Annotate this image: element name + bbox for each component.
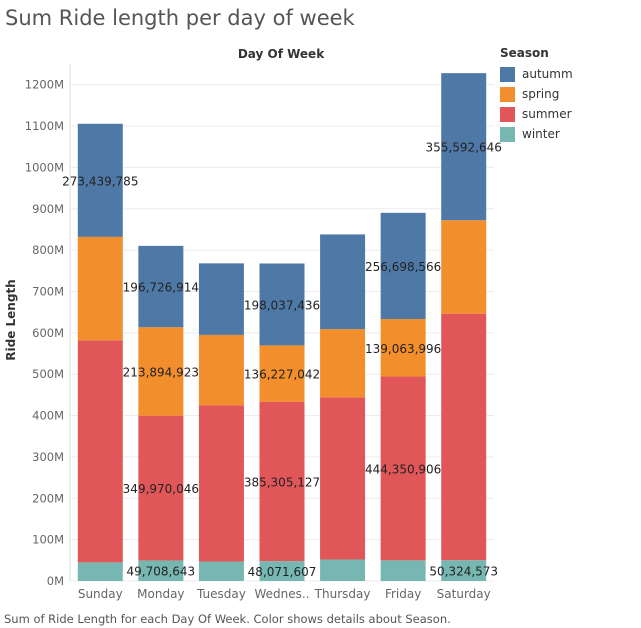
bar-autumm-wednesday[interactable] [259, 263, 305, 346]
bar-autumm-thursday[interactable] [320, 234, 366, 330]
bar-spring-saturday[interactable] [441, 220, 487, 314]
bars [77, 73, 487, 581]
bar-spring-thursday[interactable] [320, 329, 366, 398]
y-tick-label: 600M [32, 326, 64, 340]
x-tick-label: Monday [137, 587, 184, 601]
x-tick-label: Thursday [314, 587, 371, 601]
legend-swatch-spring [500, 86, 515, 102]
data-label: 256,698,566 [365, 260, 441, 274]
y-tick-label: 200M [32, 491, 64, 505]
legend-item-spring[interactable]: spring [500, 84, 573, 104]
bar-summer-saturday[interactable] [441, 313, 487, 561]
legend-swatch-winter [500, 126, 515, 142]
bar-summer-monday[interactable] [138, 415, 184, 561]
bar-spring-monday[interactable] [138, 327, 184, 416]
legend-label-autumm: autumm [522, 67, 573, 81]
y-axis-title: Ride Length [4, 279, 18, 360]
bar-spring-friday[interactable] [380, 319, 426, 377]
y-tick-label: 100M [32, 533, 64, 547]
y-axis-ticks: 0M 100M 200M 300M 400M 500M 600M 700M 800M 900M 10… [25, 78, 64, 588]
legend-item-summer[interactable]: summer [500, 104, 573, 124]
x-tick-label: Friday [385, 587, 421, 601]
bar-winter-wednesday[interactable] [259, 561, 305, 581]
data-label: 198,037,436 [244, 298, 320, 312]
bar-spring-tuesday[interactable] [198, 334, 244, 406]
y-tick-label: 1000M [25, 160, 64, 174]
legend-item-autumm[interactable]: autumm [500, 64, 573, 84]
data-label: 48,071,607 [248, 565, 317, 579]
bar-winter-friday[interactable] [380, 560, 426, 581]
chart-title: Sum Ride length per day of week [5, 6, 355, 30]
legend-label-winter: winter [522, 127, 560, 141]
bar-winter-monday[interactable] [138, 560, 184, 581]
x-tick-label: Wednes.. [254, 587, 309, 601]
y-tick-label: 1100M [25, 119, 64, 133]
data-label: 349,970,046 [123, 482, 199, 496]
bar-autumm-sunday[interactable] [77, 123, 123, 237]
bar-summer-tuesday[interactable] [198, 405, 244, 562]
legend-title: Season [500, 46, 549, 60]
bar-summer-wednesday[interactable] [259, 401, 305, 562]
bar-spring-wednesday[interactable] [259, 345, 305, 402]
data-label: 139,063,996 [365, 342, 441, 356]
y-tick-label: 300M [32, 450, 64, 464]
data-label: 273,439,785 [62, 174, 138, 188]
data-label: 385,305,127 [244, 475, 320, 489]
bar-spring-sunday[interactable] [77, 236, 123, 341]
y-tick-label: 0M [47, 574, 64, 588]
legend-item-winter[interactable]: winter [500, 124, 573, 144]
legend-swatch-autumm [500, 66, 515, 82]
data-label: 444,350,906 [365, 462, 441, 476]
legend: Season autumm spring summer winter [500, 46, 573, 144]
data-label: 50,324,573 [429, 565, 498, 579]
bar-winter-tuesday[interactable] [198, 561, 244, 581]
bar-autumm-saturday[interactable] [441, 73, 487, 221]
bar-winter-saturday[interactable] [441, 560, 487, 581]
bar-autumm-friday[interactable] [380, 212, 426, 320]
data-label: 49,708,643 [126, 565, 195, 579]
y-tick-label: 900M [32, 202, 64, 216]
column-header: Day Of Week [238, 47, 325, 61]
bar-winter-thursday[interactable] [320, 559, 366, 581]
bar-winter-sunday[interactable] [77, 562, 123, 581]
bar-autumm-monday[interactable] [138, 245, 184, 328]
data-label: 355,592,646 [426, 141, 502, 155]
data-labels: 273,439,785 49,708,643 349,970,046 213,894,… [62, 141, 502, 579]
y-tick-label: 800M [32, 243, 64, 257]
x-tick-label: Saturday [437, 587, 491, 601]
bar-summer-sunday[interactable] [77, 340, 123, 563]
legend-label-spring: spring [522, 87, 560, 101]
y-tick-label: 700M [32, 284, 64, 298]
y-tick-label: 1200M [25, 78, 64, 92]
x-tick-label: Tuesday [196, 587, 246, 601]
x-axis-ticks: Sunday Monday Tuesday Wednes.. Thursday Frida… [78, 587, 491, 601]
bar-autumm-tuesday[interactable] [198, 263, 244, 335]
data-label: 196,726,914 [123, 281, 199, 295]
legend-label-summer: summer [522, 107, 572, 121]
chart-caption: Sum of Ride Length for each Day Of Week.… [4, 612, 451, 626]
y-tick-label: 400M [32, 409, 64, 423]
y-tick-label: 500M [32, 367, 64, 381]
x-tick-label: Sunday [78, 587, 123, 601]
data-label: 136,227,042 [244, 368, 320, 382]
bar-summer-thursday[interactable] [320, 397, 366, 560]
bar-summer-friday[interactable] [380, 376, 426, 561]
legend-swatch-summer [500, 106, 515, 122]
data-label: 213,894,923 [123, 365, 199, 379]
